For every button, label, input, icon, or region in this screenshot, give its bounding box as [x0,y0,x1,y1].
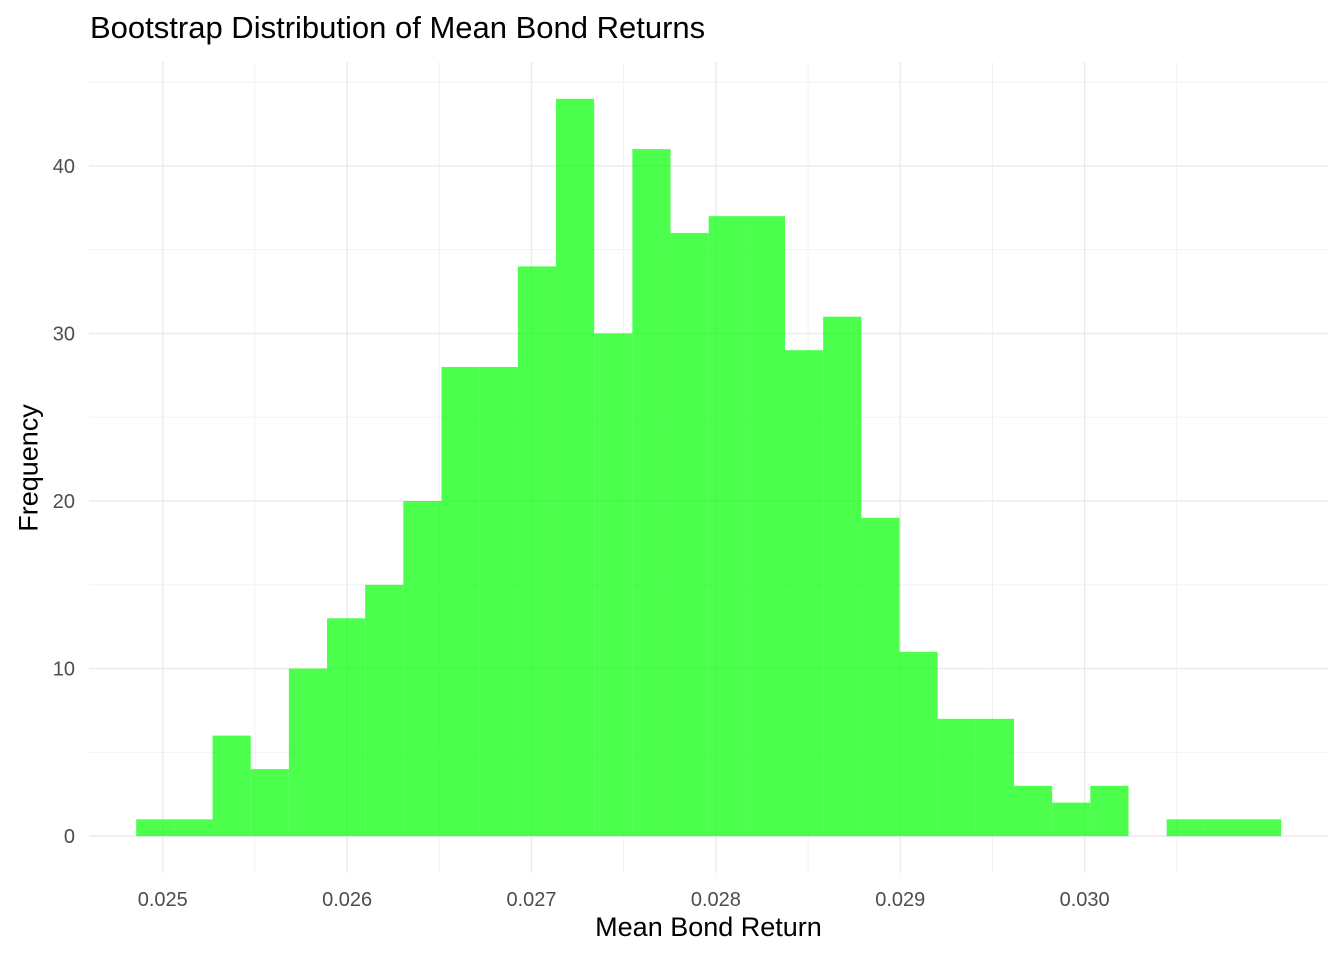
histogram-bar [1204,819,1244,837]
histogram-bar [403,501,442,837]
histogram-bar [632,149,671,837]
histogram-bar [212,735,251,837]
histogram-bar [174,819,213,837]
x-tick-label: 0.027 [506,889,556,911]
histogram-bar [365,584,404,837]
x-axis-tick-labels: 0.025 0.026 0.027 0.028 0.029 0.030 [138,889,1110,911]
histogram-bar [441,366,480,837]
x-tick-label: 0.025 [138,889,188,911]
histogram-bar [1014,785,1053,837]
y-tick-label: 0 [64,826,75,848]
histogram-bar [785,350,824,837]
histogram-bar [136,819,175,837]
histogram-bar [1090,785,1129,837]
histogram-bar [670,232,709,837]
histogram-bar [556,98,595,837]
y-tick-label: 20 [53,491,75,513]
y-axis-tick-labels: 0 10 20 30 40 [53,156,75,848]
y-tick-label: 30 [53,323,75,345]
x-tick-label: 0.030 [1060,889,1110,911]
histogram-bar [899,651,938,837]
histogram-bar [327,618,366,837]
y-tick-label: 10 [53,659,75,681]
chart-title: Bootstrap Distribution of Mean Bond Retu… [90,10,706,45]
histogram-bar [937,718,976,837]
histogram-bars [136,98,1282,837]
histogram-bar [288,668,328,837]
histogram-bar [250,769,289,837]
x-axis-label: Mean Bond Return [595,912,822,942]
histogram-bar [746,216,786,837]
x-tick-label: 0.028 [691,889,741,911]
histogram-bar [1243,819,1282,837]
histogram-bar [1166,819,1205,837]
histogram-bar [479,366,518,837]
y-axis-label: Frequency [13,404,44,532]
y-tick-label: 40 [53,156,75,178]
histogram-bar [975,718,1015,837]
histogram-bar [861,517,900,837]
histogram-bar [1052,802,1091,837]
x-tick-label: 0.026 [322,889,372,911]
histogram-bar [708,216,747,837]
histogram-bar [517,266,557,837]
histogram-bar [594,333,633,837]
x-tick-label: 0.029 [875,889,925,911]
histogram-bar [823,316,862,837]
